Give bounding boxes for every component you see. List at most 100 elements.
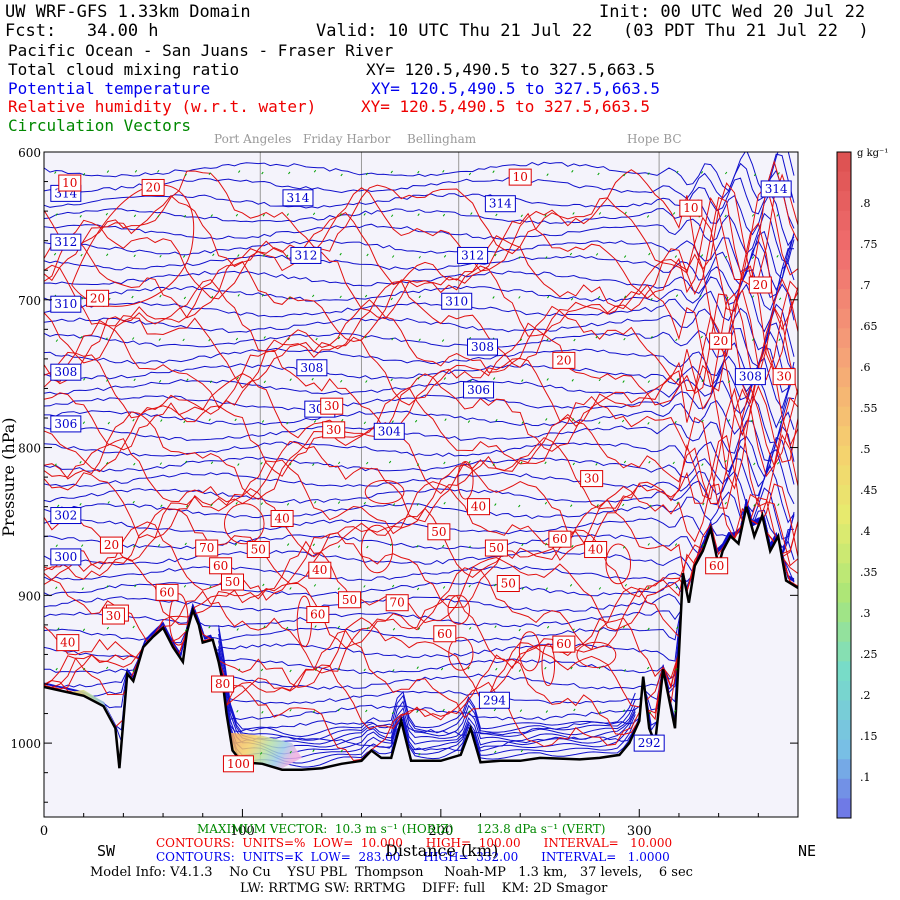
rh-label-5: 20 <box>753 278 768 292</box>
theta-contour-8 <box>44 261 795 311</box>
wind-vector-356 <box>646 666 650 670</box>
wind-vector-367 <box>468 710 471 714</box>
model-info: Model Info: V4.1.3 No Cu YSU PBL Thompso… <box>90 865 693 880</box>
colorbar-tick-14: .1 <box>860 771 871 784</box>
wind-vector-199 <box>701 419 704 423</box>
wind-vector-149 <box>158 380 162 383</box>
theta-box-19 <box>478 691 510 709</box>
colorbar-tick-9: .35 <box>860 566 878 579</box>
wind-vector-322 <box>337 625 341 629</box>
wind-vector-217 <box>416 463 420 467</box>
theta-label-12: 308 <box>739 370 762 384</box>
wind-vector-125 <box>287 337 290 341</box>
rh-contour-11 <box>44 388 798 505</box>
rh-contour-2 <box>44 184 798 300</box>
ytick-label-4: 1000 <box>10 737 41 751</box>
rh-contour-12 <box>44 387 798 523</box>
ytick-label-1: 700 <box>18 294 41 308</box>
wind-vector-91 <box>159 294 162 298</box>
theta-label-20: 292 <box>638 736 661 750</box>
wind-vector-295 <box>262 583 265 587</box>
colorbar-seg-17 <box>837 485 851 506</box>
rh-loop-6 <box>457 460 474 500</box>
theta-box-9 <box>50 363 82 381</box>
wind-vector-262 <box>80 544 84 547</box>
colorbar-seg-27 <box>837 680 851 701</box>
rh-box-13 <box>467 498 491 516</box>
colorbar-frame <box>836 151 852 819</box>
colorbar-seg-32 <box>837 778 851 799</box>
wind-vector-137 <box>595 335 598 339</box>
wind-vector-362 <box>337 708 341 712</box>
wind-vector-308 <box>598 587 602 590</box>
wind-vector-56 <box>751 214 755 217</box>
theta-surface-6 <box>218 628 636 741</box>
wind-vector-242 <box>314 501 317 504</box>
wind-vector-141 <box>700 335 703 339</box>
wind-vector-339 <box>132 669 135 672</box>
wind-vector-86 <box>776 254 779 258</box>
wind-vector-327 <box>468 626 472 630</box>
theta-contour-10 <box>44 303 795 357</box>
wind-vector-254 <box>622 503 625 507</box>
rh-box-6 <box>552 351 576 369</box>
wind-vector-250 <box>518 504 521 508</box>
wind-vector-178 <box>160 419 163 422</box>
theta-box-7 <box>50 295 82 313</box>
rh-box-7 <box>709 332 733 350</box>
wind-vector-194 <box>571 418 575 421</box>
wind-vector-224 <box>595 462 598 466</box>
wind-vector-343 <box>314 668 318 671</box>
wind-vector-348 <box>440 667 444 671</box>
wind-vector-127 <box>337 336 341 340</box>
wind-vector-218 <box>443 461 446 465</box>
rh-label-28: 60 <box>213 559 228 573</box>
rh-contour-3 <box>44 216 798 331</box>
wind-vector-364 <box>391 711 395 715</box>
theta-label-15: 306 <box>467 383 490 397</box>
wind-vector-134 <box>519 338 523 342</box>
wind-vector-270 <box>286 543 290 546</box>
wind-vector-195 <box>598 421 601 425</box>
wind-vector-107 <box>570 297 574 301</box>
wind-vector-221 <box>520 461 523 465</box>
rh-box-18 <box>246 541 270 559</box>
wind-vector-190 <box>467 420 471 423</box>
wind-vector-285 <box>674 543 678 546</box>
colorbar-tick-8: .4 <box>860 525 871 538</box>
colorbar-tick-13: .15 <box>860 730 878 743</box>
wind-vector-231 <box>776 461 780 465</box>
wind-vector-259 <box>753 504 756 507</box>
wind-vector-22 <box>623 173 626 177</box>
theta-label-4: 312 <box>54 235 77 249</box>
wind-vector-15 <box>442 170 445 173</box>
wind-vector-230 <box>753 462 756 466</box>
theta-label-6: 312 <box>461 248 484 262</box>
wind-vector-210 <box>237 463 240 466</box>
rh-loop-13 <box>360 524 394 574</box>
wind-vector-121 <box>182 338 185 342</box>
theta-box-18 <box>50 548 82 566</box>
theta-contour-2 <box>44 169 795 229</box>
wind-vector-274 <box>389 543 393 547</box>
rh-contour-15 <box>44 497 798 592</box>
wind-vector-311 <box>675 585 678 589</box>
wind-vector-35 <box>210 214 213 217</box>
wind-vector-324 <box>392 627 396 631</box>
wind-vector-49 <box>572 212 575 215</box>
theta-label-7: 310 <box>54 297 77 311</box>
theta-contour-18 <box>44 425 795 478</box>
wind-vector-297 <box>313 584 317 587</box>
wind-vector-80 <box>623 255 627 258</box>
theta-contour-14 <box>44 357 795 410</box>
rh-label-13: 40 <box>471 500 486 514</box>
wind-vector-244 <box>363 501 366 505</box>
wind-vector-33 <box>157 214 160 218</box>
wind-vector-159 <box>417 377 420 380</box>
wind-vector-146 <box>83 378 86 381</box>
wind-vector-105 <box>518 296 521 299</box>
wind-vector-122 <box>208 338 211 342</box>
colorbar-unit: g kg⁻¹ <box>857 148 889 159</box>
wind-vector-126 <box>315 337 318 341</box>
wind-vector-50 <box>598 212 602 215</box>
